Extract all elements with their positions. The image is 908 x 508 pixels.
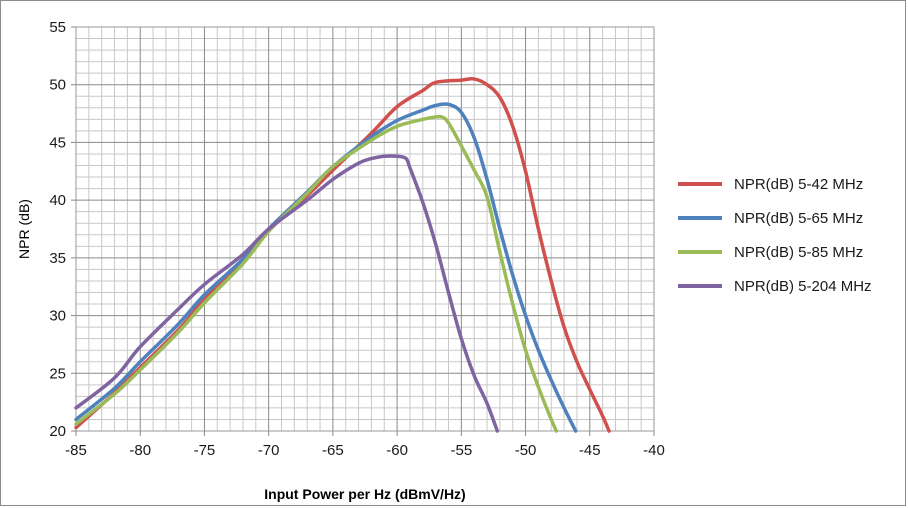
y-tick-label: 45	[49, 134, 66, 151]
y-tick-label: 55	[49, 19, 66, 36]
x-tick-label: -85	[65, 442, 87, 459]
series-line-1	[74, 76, 611, 433]
y-tick-label: 50	[49, 77, 66, 94]
series-line-2	[74, 102, 578, 433]
series-line-4	[74, 154, 500, 433]
y-tick-label: 35	[49, 250, 66, 267]
x-tick-label: -40	[643, 442, 665, 459]
y-tick-label: 30	[49, 308, 66, 325]
legend-label-3: NPR(dB) 5-85 MHz	[734, 244, 863, 261]
legend: NPR(dB) 5-42 MHz NPR(dB) 5-65 MHz NPR(dB) …	[678, 176, 872, 295]
y-tick-label: 25	[49, 365, 66, 382]
legend-label-4: NPR(dB) 5-204 MHz	[734, 278, 872, 295]
legend-label-2: NPR(dB) 5-65 MHz	[734, 210, 863, 227]
x-tick-label: -60	[386, 442, 408, 459]
x-axis-ticks: -85 -80 -75 -70 -65 -60 -55 -50 -45 -40	[65, 431, 665, 459]
y-tick-label: 40	[49, 192, 66, 209]
x-tick-label: -50	[515, 442, 537, 459]
x-tick-label: -55	[450, 442, 472, 459]
x-tick-label: -65	[322, 442, 344, 459]
x-tick-label: -70	[258, 442, 280, 459]
plot-border	[75, 26, 655, 432]
y-axis-title: NPR (dB)	[16, 199, 32, 259]
plot-background	[76, 27, 654, 431]
x-axis-title: Input Power per Hz (dBmV/Hz)	[264, 486, 465, 502]
series-line-3	[74, 114, 559, 433]
x-tick-label: -45	[579, 442, 601, 459]
x-tick-label: -80	[129, 442, 151, 459]
legend-label-1: NPR(dB) 5-42 MHz	[734, 176, 863, 193]
x-tick-label: -75	[194, 442, 216, 459]
series-lines	[74, 76, 611, 433]
y-tick-label: 20	[49, 423, 66, 440]
y-axis-ticks: 20 25 30 35 40 45 50 55	[49, 19, 76, 440]
